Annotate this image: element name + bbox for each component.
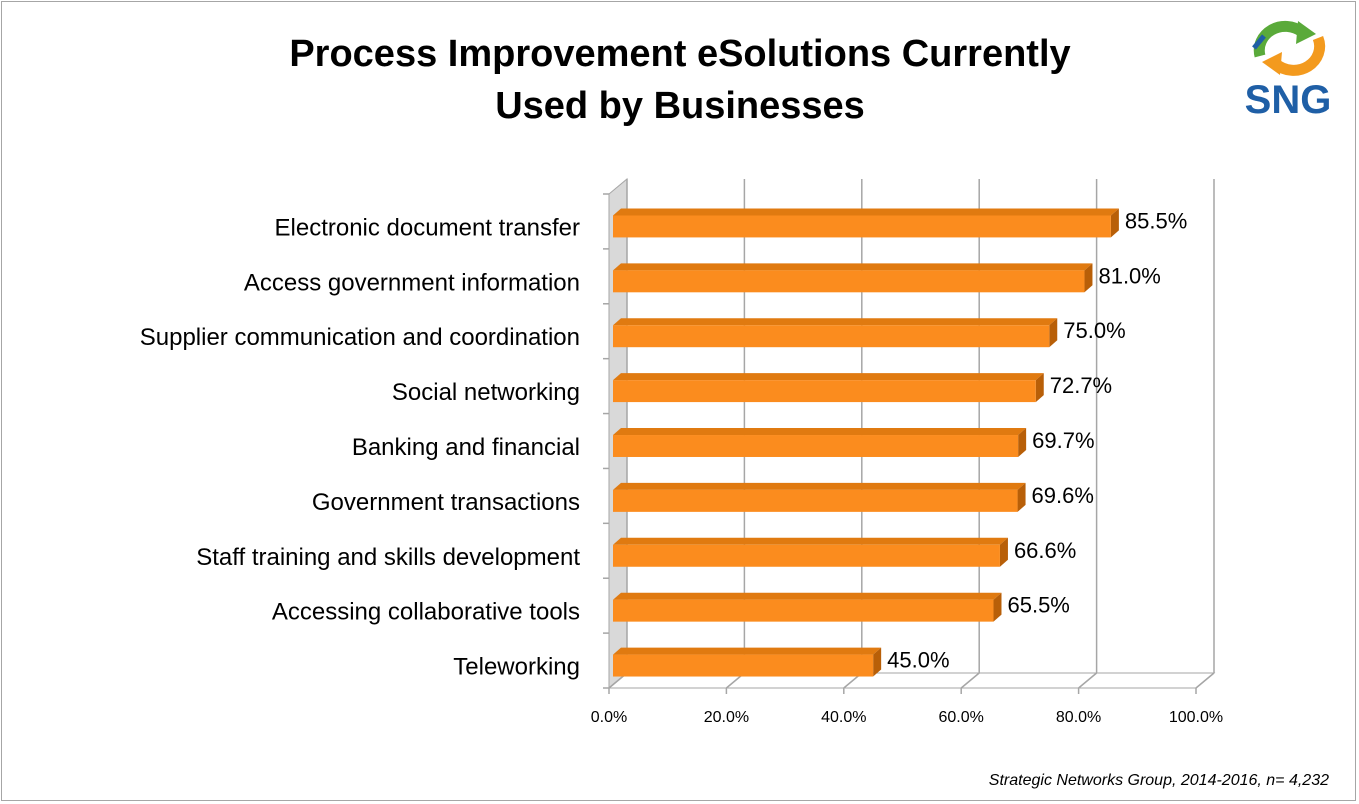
bar	[613, 489, 1018, 512]
x-tick-label: 100.0%	[1169, 709, 1223, 726]
data-label: 81.0%	[1098, 263, 1160, 288]
bar-side	[1018, 428, 1027, 457]
category-label: Social networking	[392, 379, 580, 406]
category-label: Electronic document transfer	[275, 214, 580, 241]
category-label: Government transactions	[312, 489, 580, 516]
data-label: 45.0%	[887, 648, 949, 673]
bar-side	[1110, 208, 1119, 238]
gridline-floor	[1195, 672, 1215, 689]
gridline-floor	[1078, 672, 1098, 689]
bar-top	[613, 208, 1119, 216]
gridline-floor	[960, 672, 980, 689]
sng-logo-arrows-icon	[1252, 20, 1326, 76]
x-tick-label: 80.0%	[1056, 709, 1101, 726]
bar	[613, 325, 1050, 348]
x-tick-label: 20.0%	[704, 709, 749, 726]
bar-top	[613, 373, 1044, 381]
bar-side	[1017, 482, 1026, 512]
x-tick-label: 40.0%	[821, 709, 866, 726]
chart-title-line-1: Process Improvement eSolutions Currently	[289, 33, 1071, 75]
data-label: 66.6%	[1014, 538, 1076, 563]
chart-title-line-2: Used by Businesses	[495, 85, 865, 127]
bar	[613, 435, 1019, 457]
bar-top	[613, 428, 1027, 436]
data-label: 65.5%	[1007, 593, 1069, 618]
bar-top	[613, 647, 882, 655]
bar	[613, 599, 994, 622]
data-label: 72.7%	[1050, 373, 1112, 398]
bar-top	[613, 482, 1026, 490]
bar	[613, 215, 1111, 238]
bar-top	[613, 263, 1093, 271]
bar-side	[999, 537, 1008, 567]
category-label: Banking and financial	[352, 434, 580, 461]
category-label: Supplier communication and coordination	[140, 324, 580, 351]
bar	[613, 380, 1036, 403]
bar-side	[993, 592, 1002, 622]
data-label: 75.0%	[1063, 318, 1125, 343]
bar	[613, 270, 1085, 293]
bar-top	[613, 537, 1008, 545]
data-label: 69.7%	[1032, 428, 1094, 453]
bar-side	[873, 647, 882, 677]
bar-side	[1049, 318, 1058, 348]
sng-logo: SNG	[1238, 18, 1338, 122]
bar	[613, 654, 874, 677]
chart-title: Process Improvement eSolutions Currently…	[200, 28, 1160, 132]
category-label: Accessing collaborative tools	[272, 599, 580, 626]
category-label: Teleworking	[453, 654, 580, 681]
sng-logo-text: SNG	[1244, 78, 1332, 122]
data-label: 85.5%	[1125, 208, 1187, 233]
source-note: Strategic Networks Group, 2014-2016, n= …	[988, 772, 1329, 789]
category-label: Access government information	[244, 269, 580, 296]
bar	[613, 544, 1000, 567]
bar-top	[613, 318, 1058, 326]
bar-top	[613, 592, 1002, 600]
bar-side	[1035, 373, 1044, 403]
category-label: Staff training and skills development	[196, 544, 580, 571]
x-tick-label: 0.0%	[591, 709, 627, 726]
bar-side	[1084, 263, 1093, 293]
x-tick-label: 60.0%	[939, 709, 984, 726]
data-label: 69.6%	[1032, 483, 1094, 508]
